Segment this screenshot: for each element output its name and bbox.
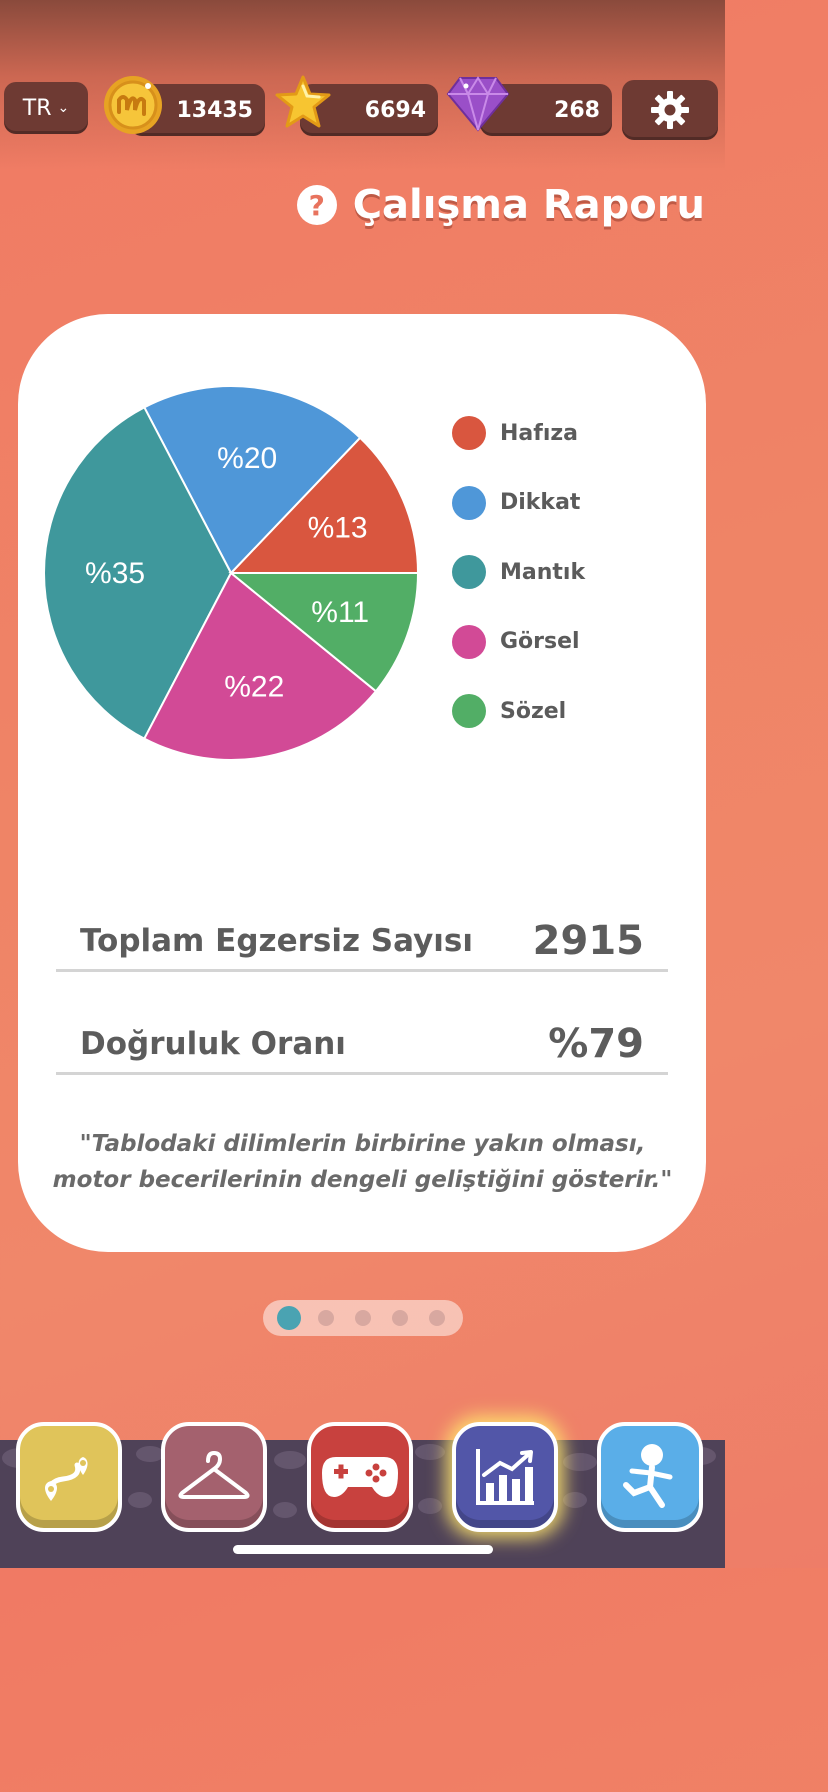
- legend-label-dikkat: Dikkat: [500, 490, 581, 515]
- pie-slice-3: [142, 571, 378, 761]
- legend-label-sozel: Sözel: [500, 698, 567, 724]
- legend-dot-mantik: [452, 555, 486, 589]
- legend-dot-hafiza: [452, 416, 486, 450]
- pie-label-0: %13: [308, 511, 368, 544]
- coin-icon: [104, 76, 162, 134]
- quote-line-1: "Tablodaki dilimlerin birbirine yakın ol…: [79, 1131, 646, 1157]
- pie-label-3: %22: [224, 671, 284, 704]
- hanger-icon: [178, 1451, 250, 1499]
- pie-slice-2: [43, 405, 233, 741]
- legend-label-hafiza: Hafıza: [500, 420, 579, 446]
- legend-dot-gorsel: [452, 624, 486, 659]
- help-icon[interactable]: ?: [296, 185, 337, 225]
- info-quote: "Tablodaki dilimlerin birbirine yakın ol…: [40, 1126, 685, 1198]
- chart-legend: Hafıza Dikkat Mantık Görsel Sözel: [452, 416, 585, 764]
- legend-item-hafiza: Hafıza: [452, 416, 585, 450]
- language-label: TR: [22, 95, 52, 121]
- nav-character-button[interactable]: [597, 1422, 703, 1532]
- star-counter[interactable]: 6694: [300, 84, 438, 136]
- nav-reports-button[interactable]: [452, 1422, 558, 1532]
- legend-item-sozel: Sözel: [452, 694, 585, 728]
- total-exercises-row: Toplam Egzersiz Sayısı 2915: [56, 912, 668, 972]
- page-title: Çalışma Raporu: [352, 182, 705, 228]
- chevron-down-icon: ⌄: [57, 100, 70, 116]
- page-dot-5[interactable]: [428, 1310, 445, 1326]
- chart-icon: [476, 1449, 534, 1505]
- gear-icon: [651, 91, 689, 129]
- accuracy-row: Doğruluk Oranı %79: [56, 1015, 668, 1075]
- pie-slice-0: [228, 436, 420, 574]
- page-indicator[interactable]: [263, 1300, 463, 1336]
- accuracy-label: Doğruluk Oranı: [80, 1025, 346, 1062]
- pie-chart: %13 %20 %35 %22 %11: [43, 385, 420, 761]
- page-dot-2[interactable]: [317, 1310, 334, 1326]
- settings-button[interactable]: [622, 80, 718, 140]
- gem-count: 268: [554, 97, 600, 123]
- pie-slice-4: [228, 572, 420, 693]
- total-exercises-value: 2915: [532, 917, 644, 964]
- page-dot-4[interactable]: [391, 1310, 408, 1326]
- legend-item-dikkat: Dikkat: [452, 485, 585, 520]
- accuracy-value: %79: [548, 1020, 644, 1067]
- legend-dot-sozel: [452, 694, 486, 728]
- character-icon: [623, 1444, 673, 1508]
- language-selector[interactable]: TR ⌄: [4, 82, 88, 134]
- map-route-icon: [45, 1457, 88, 1501]
- gamepad-icon: [322, 1457, 398, 1497]
- star-count: 6694: [364, 97, 426, 123]
- quote-line-2: motor becerilerinin dengeli geliştiğini …: [52, 1167, 673, 1193]
- nav-wardrobe-button[interactable]: [161, 1422, 267, 1532]
- pie-label-2: %35: [85, 557, 145, 590]
- page-dot-3[interactable]: [354, 1310, 371, 1326]
- legend-item-mantik: Mantık: [452, 555, 585, 589]
- star-icon: [275, 75, 331, 128]
- legend-label-mantik: Mantık: [500, 559, 586, 585]
- gem-counter[interactable]: 268: [480, 84, 612, 136]
- coin-count: 13435: [176, 97, 253, 123]
- page-dot-1[interactable]: [277, 1306, 301, 1330]
- gem-icon: [446, 76, 510, 132]
- legend-dot-dikkat: [452, 485, 486, 520]
- pie-slice-1: [142, 385, 362, 575]
- home-indicator: [233, 1545, 493, 1554]
- nav-map-button[interactable]: [16, 1422, 122, 1532]
- nav-games-button[interactable]: [307, 1422, 413, 1532]
- page-header: ? Çalışma Raporu: [296, 182, 705, 228]
- legend-item-gorsel: Görsel: [452, 624, 585, 659]
- pie-label-1: %20: [217, 442, 277, 475]
- pie-label-4: %11: [311, 596, 369, 629]
- total-exercises-label: Toplam Egzersiz Sayısı: [80, 922, 473, 959]
- legend-label-gorsel: Görsel: [500, 629, 580, 654]
